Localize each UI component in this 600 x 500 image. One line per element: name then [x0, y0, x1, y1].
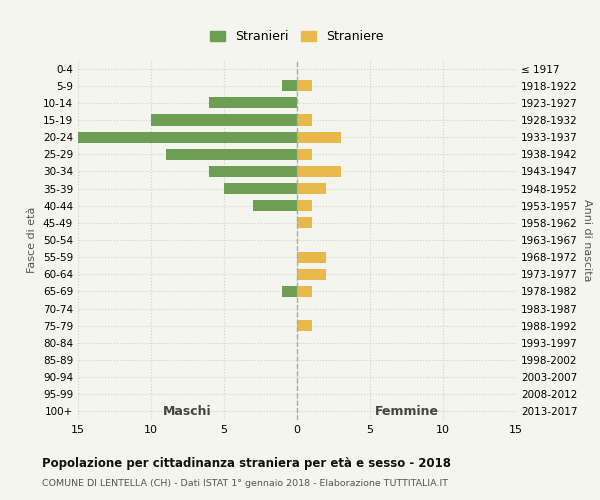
Bar — [209, 166, 297, 177]
Bar — [297, 166, 341, 177]
Bar — [166, 148, 297, 160]
Bar — [297, 200, 311, 211]
Text: COMUNE DI LENTELLA (CH) - Dati ISTAT 1° gennaio 2018 - Elaborazione TUTTITALIA.I: COMUNE DI LENTELLA (CH) - Dati ISTAT 1° … — [42, 479, 448, 488]
Bar — [224, 183, 297, 194]
Bar — [297, 183, 326, 194]
Bar — [297, 114, 311, 126]
Bar — [151, 114, 297, 126]
Bar — [297, 148, 311, 160]
Text: Femmine: Femmine — [374, 405, 439, 418]
Y-axis label: Anni di nascita: Anni di nascita — [581, 198, 592, 281]
Bar — [297, 320, 311, 332]
Bar — [78, 132, 297, 142]
Bar — [209, 98, 297, 108]
Bar — [283, 286, 297, 297]
Bar — [297, 286, 311, 297]
Text: Popolazione per cittadinanza straniera per età e sesso - 2018: Popolazione per cittadinanza straniera p… — [42, 458, 451, 470]
Bar — [297, 252, 326, 262]
Legend: Stranieri, Straniere: Stranieri, Straniere — [206, 26, 388, 47]
Bar — [297, 268, 326, 280]
Y-axis label: Fasce di età: Fasce di età — [28, 207, 37, 273]
Bar — [297, 132, 341, 142]
Bar — [253, 200, 297, 211]
Text: Maschi: Maschi — [163, 405, 212, 418]
Bar — [297, 218, 311, 228]
Bar — [283, 80, 297, 92]
Bar — [297, 80, 311, 92]
